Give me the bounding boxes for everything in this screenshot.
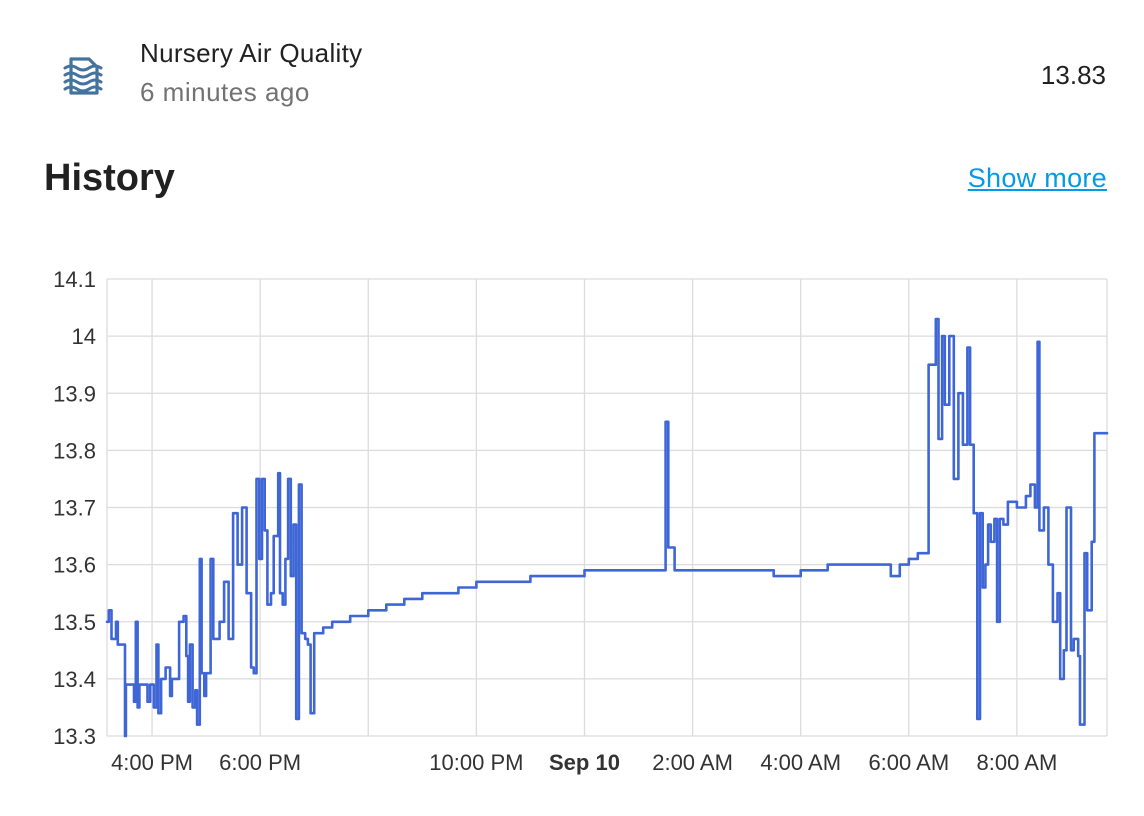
y-tick-label: 13.5 — [53, 610, 96, 635]
x-axis-ticks: 4:00 PM 6:00 PM 10:00 PM Sep 10 2:00 AM 4:00 … — [111, 750, 1057, 775]
chart-series — [105, 317, 1109, 738]
y-tick-label: 13.4 — [53, 667, 96, 692]
entity-name: Nursery Air Quality — [140, 38, 363, 68]
air-filter-icon — [63, 57, 103, 95]
entity-last-changed: 6 minutes ago — [140, 77, 310, 107]
series-line — [105, 317, 1109, 738]
y-tick-label: 13.3 — [53, 724, 96, 749]
y-tick-label: 14.1 — [53, 267, 96, 292]
entity-row[interactable]: Nursery Air Quality 6 minutes ago 13.83 — [0, 0, 1144, 130]
y-tick-label: 13.8 — [53, 438, 96, 463]
y-tick-label: 13.9 — [53, 381, 96, 406]
x-tick-label: 6:00 PM — [219, 750, 301, 775]
x-tick-label: 4:00 AM — [760, 750, 841, 775]
history-chart: 13.3 13.4 13.5 13.6 13.7 13.8 13.9 14 14.1 4:00 … — [53, 267, 1109, 775]
show-more-link[interactable]: Show more — [967, 163, 1107, 193]
y-tick-label: 13.7 — [53, 496, 96, 521]
y-tick-label: 13.6 — [53, 553, 96, 578]
x-tick-label: 10:00 PM — [429, 750, 523, 775]
y-axis-ticks: 13.3 13.4 13.5 13.6 13.7 13.8 13.9 14 14.1 — [53, 267, 96, 749]
history-title: History — [44, 157, 175, 199]
x-tick-label: 6:00 AM — [868, 750, 949, 775]
y-tick-label: 14 — [72, 324, 96, 349]
x-tick-label: Sep 10 — [549, 750, 620, 775]
x-tick-label: 8:00 AM — [977, 750, 1058, 775]
entity-state: 13.83 — [1040, 60, 1106, 90]
x-tick-label: 4:00 PM — [111, 750, 193, 775]
x-tick-label: 2:00 AM — [652, 750, 733, 775]
